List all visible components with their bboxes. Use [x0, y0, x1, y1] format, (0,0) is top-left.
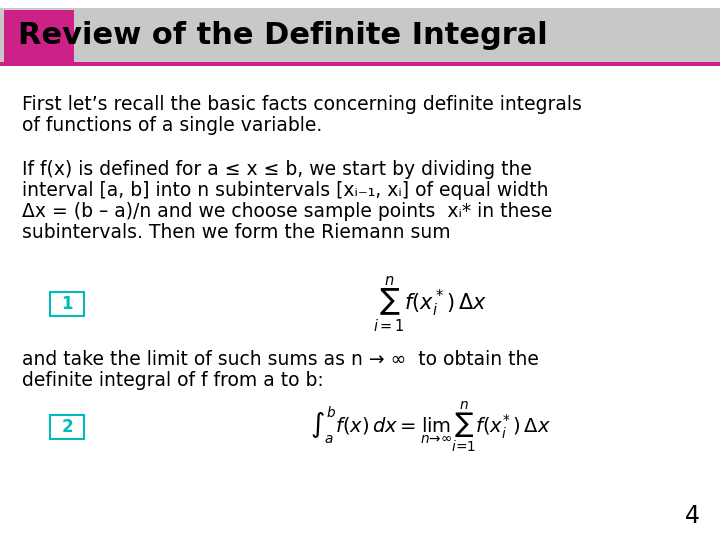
Text: 2: 2 — [61, 418, 73, 436]
Text: $\int_a^b f(x)\, dx = \lim_{n \to \infty} \sum_{i=1}^{n} f(x_i^*)\, \Delta x$: $\int_a^b f(x)\, dx = \lim_{n \to \infty… — [310, 400, 550, 455]
Text: interval [a, b] into n subintervals [xᵢ₋₁, xᵢ] of equal width: interval [a, b] into n subintervals [xᵢ₋… — [22, 181, 549, 200]
Text: If f(​x) is defined for a ≤ x ≤ b, we start by dividing the: If f(​x) is defined for a ≤ x ≤ b, we st… — [22, 160, 532, 179]
Text: 1: 1 — [61, 295, 73, 313]
Bar — [50, 292, 84, 316]
Bar — [4, 10, 74, 64]
Text: Δx = (b – a)/n and we choose sample points  xᵢ* in these: Δx = (b – a)/n and we choose sample poin… — [22, 202, 552, 221]
Bar — [50, 415, 84, 439]
Bar — [0, 62, 720, 66]
Text: definite integral of f from a to b:: definite integral of f from a to b: — [22, 371, 324, 390]
Text: Review of the Definite Integral: Review of the Definite Integral — [18, 22, 548, 51]
Text: $\sum_{i=1}^{n} f(x_i^*)\, \Delta x$: $\sum_{i=1}^{n} f(x_i^*)\, \Delta x$ — [373, 274, 487, 334]
Text: and take the limit of such sums as n → ∞  to obtain the: and take the limit of such sums as n → ∞… — [22, 350, 539, 369]
Text: First let’s recall the basic facts concerning definite integrals: First let’s recall the basic facts conce… — [22, 95, 582, 114]
Bar — [0, 8, 720, 66]
Text: of functions of a single variable.: of functions of a single variable. — [22, 116, 323, 135]
Text: 4: 4 — [685, 504, 700, 528]
Text: subintervals. Then we form the Riemann sum: subintervals. Then we form the Riemann s… — [22, 223, 451, 242]
